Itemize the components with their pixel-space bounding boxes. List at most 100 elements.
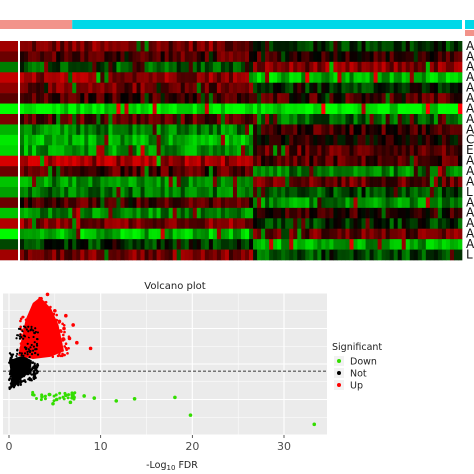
heatmap-cell — [116, 124, 121, 136]
heatmap-cell — [148, 197, 153, 209]
heatmap-cell — [64, 51, 69, 63]
heatmap-cell — [232, 207, 238, 219]
heatmap-cell — [24, 155, 29, 167]
heatmap-cell — [241, 41, 246, 52]
heatmap-cell — [337, 114, 342, 125]
not-significant-point — [21, 330, 24, 333]
heatmap-cell — [64, 124, 69, 136]
heatmap-cell — [273, 228, 278, 240]
heatmap-cell — [28, 51, 33, 63]
down-point — [66, 396, 70, 400]
heatmap-cell — [325, 61, 330, 73]
group-bar-segment-2 — [72, 20, 462, 29]
not-significant-point — [9, 375, 13, 378]
heatmap-cell — [68, 124, 73, 136]
heatmap-cell — [253, 61, 258, 73]
up-point — [44, 344, 48, 347]
heatmap-cell — [140, 72, 145, 84]
heatmap-cell — [453, 72, 459, 84]
heatmap-cell — [357, 103, 362, 115]
heatmap-cell — [373, 166, 378, 177]
heatmap-cell — [421, 176, 427, 188]
heatmap-cell — [28, 249, 33, 261]
heatmap-cell — [389, 114, 395, 125]
heatmap-cell — [437, 124, 443, 136]
heatmap-cell — [397, 103, 403, 115]
heatmap-cell — [297, 82, 302, 94]
heatmap-cell — [52, 228, 57, 240]
not-significant-point — [26, 353, 29, 356]
heatmap-cell — [341, 166, 346, 177]
heatmap-cell — [345, 197, 350, 209]
up-point — [30, 317, 34, 320]
heatmap-cell — [148, 93, 153, 104]
heatmap-cell — [393, 197, 399, 209]
up-point — [19, 346, 23, 350]
heatmap-cell — [92, 239, 97, 250]
heatmap-cell — [172, 166, 178, 177]
heatmap-cell — [148, 114, 153, 125]
heatmap-cell — [361, 82, 366, 94]
heatmap-cell — [28, 61, 33, 73]
heatmap-cell — [305, 218, 310, 230]
heatmap-cell — [60, 249, 65, 261]
heatmap-cell — [261, 61, 266, 73]
heatmap-cell — [449, 218, 455, 230]
heatmap-cell — [128, 114, 133, 125]
volcano-plot: Volcano plot 0 10 20 30 -Log10 FDR Signific… — [3, 281, 382, 472]
heatmap-cell — [104, 176, 109, 188]
heatmap-cell — [96, 197, 101, 209]
heatmap-cell — [261, 72, 266, 84]
heatmap-cell — [168, 155, 174, 167]
heatmap-cell — [92, 72, 97, 84]
heatmap-cell — [417, 187, 423, 198]
heatmap-cell — [124, 103, 129, 115]
not-significant-point — [16, 349, 19, 352]
heatmap-cell — [204, 134, 210, 146]
heatmap-cell — [164, 82, 170, 94]
heatmap-cell — [200, 41, 206, 52]
not-significant-point — [30, 353, 34, 356]
heatmap-cell — [128, 197, 133, 209]
heatmap-cell — [281, 155, 286, 167]
heatmap-cell — [425, 155, 431, 167]
heatmap-cell — [72, 41, 77, 52]
heatmap-cell — [341, 145, 346, 157]
heatmap-cell — [96, 82, 101, 94]
heatmap-cell — [92, 166, 97, 177]
heatmap-cell — [441, 228, 447, 240]
heatmap-cell — [429, 176, 435, 188]
heatmap-cell — [325, 249, 330, 261]
heatmap-cell — [200, 103, 206, 115]
heatmap-cell — [100, 228, 105, 240]
heatmap-cell — [32, 41, 37, 52]
heatmap-cell — [281, 41, 286, 52]
heatmap-cell — [136, 145, 141, 157]
heatmap-cell — [393, 207, 399, 219]
heatmap-cell — [108, 239, 113, 250]
x-tick-label: 30 — [277, 440, 291, 453]
heatmap-cell — [212, 228, 218, 240]
heatmap-cell — [156, 51, 161, 63]
heatmap-cell — [297, 145, 302, 157]
up-point — [52, 348, 55, 352]
heatmap-cell — [337, 103, 342, 115]
heatmap-cell — [156, 218, 161, 230]
row-annotation-cell — [0, 239, 18, 250]
heatmap-cell — [64, 249, 69, 261]
group-bar-segment-1 — [0, 20, 73, 29]
heatmap-cell — [76, 124, 81, 136]
heatmap-cell — [329, 155, 334, 167]
heatmap-cell — [212, 249, 218, 261]
heatmap-cell — [48, 72, 53, 84]
heatmap-cell — [96, 134, 101, 146]
heatmap-cell — [273, 93, 278, 104]
heatmap-cell — [124, 61, 129, 73]
heatmap-cell — [96, 93, 101, 104]
heatmap-cell — [48, 61, 53, 73]
heatmap-cell — [297, 249, 302, 261]
heatmap-cell — [361, 197, 366, 209]
heatmap-cell — [401, 218, 407, 230]
heatmap-cell — [289, 145, 294, 157]
heatmap-cell — [184, 51, 190, 63]
